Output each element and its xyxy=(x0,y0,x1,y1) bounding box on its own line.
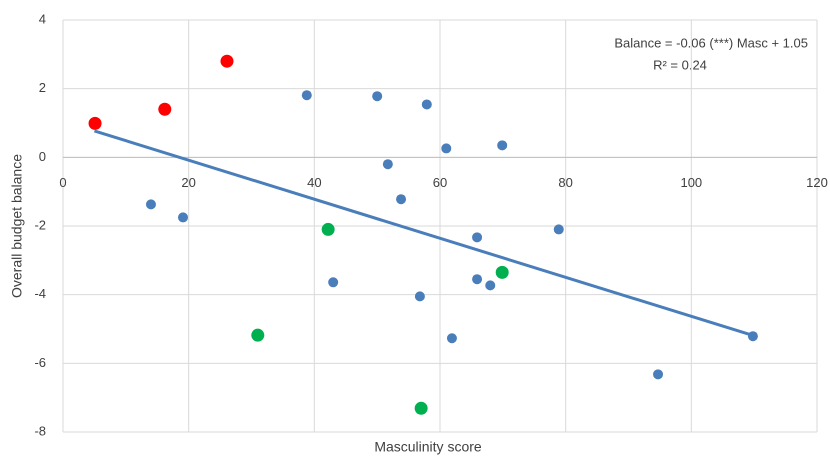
y-tick-label: 2 xyxy=(39,80,46,95)
point xyxy=(472,232,483,243)
x-tick-label: 80 xyxy=(558,175,572,190)
x-tick-label: 0 xyxy=(59,175,66,190)
point xyxy=(321,222,335,236)
x-tick-label: 120 xyxy=(806,175,828,190)
x-axis-title: Masculinity score xyxy=(374,439,482,455)
point xyxy=(495,265,509,279)
point xyxy=(441,143,452,154)
point xyxy=(88,116,102,130)
point xyxy=(382,159,393,170)
point xyxy=(414,291,425,302)
x-tick-label: 20 xyxy=(181,175,195,190)
point xyxy=(497,140,508,151)
point xyxy=(446,333,457,344)
point xyxy=(414,401,428,415)
point xyxy=(301,90,312,101)
point xyxy=(158,102,172,116)
point xyxy=(328,277,339,288)
y-tick-label: 0 xyxy=(39,149,46,164)
y-tick-label: -8 xyxy=(34,423,46,438)
point xyxy=(421,99,432,110)
point xyxy=(472,274,483,285)
annotation: Balance = -0.06 (***) Masc + 1.05 xyxy=(614,35,808,50)
y-tick-label: -4 xyxy=(34,286,46,301)
x-tick-label: 40 xyxy=(307,175,321,190)
point xyxy=(178,212,189,223)
point xyxy=(145,199,156,210)
point xyxy=(553,224,564,235)
x-tick-label: 100 xyxy=(680,175,702,190)
point xyxy=(251,328,265,342)
point xyxy=(653,369,664,380)
y-axis-title: Overall budget balance xyxy=(9,154,25,298)
y-tick-label: -2 xyxy=(34,217,46,232)
point xyxy=(220,54,234,68)
y-tick-label: 4 xyxy=(39,11,46,26)
point xyxy=(396,194,407,205)
x-tick-label: 60 xyxy=(433,175,447,190)
trendline xyxy=(93,129,755,338)
y-tick-label: -6 xyxy=(34,355,46,370)
point xyxy=(485,280,496,291)
annotation: R² = 0.24 xyxy=(653,57,707,72)
point xyxy=(372,91,383,102)
